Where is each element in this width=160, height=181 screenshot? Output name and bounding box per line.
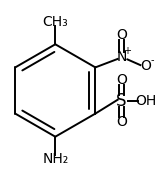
- Text: N: N: [116, 50, 127, 64]
- Text: O: O: [116, 73, 127, 87]
- Text: -: -: [150, 55, 154, 66]
- Text: O: O: [116, 28, 127, 42]
- Text: O: O: [116, 115, 127, 129]
- Text: S: S: [116, 92, 127, 110]
- Text: NH₂: NH₂: [42, 152, 68, 166]
- Text: +: +: [123, 46, 131, 56]
- Text: OH: OH: [136, 94, 157, 108]
- Text: O: O: [141, 59, 152, 73]
- Text: CH₃: CH₃: [42, 15, 68, 29]
